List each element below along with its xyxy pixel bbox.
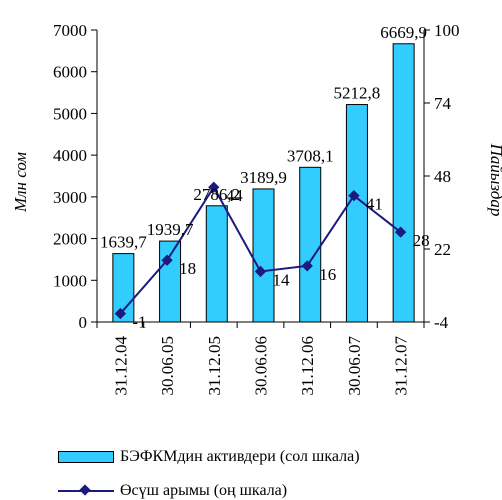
y-left-tick-label: 1000	[53, 271, 87, 290]
y-right-tick-label: 74	[434, 94, 452, 113]
x-tick-label: 31.12.05	[205, 336, 224, 396]
growth-marker-30.06.05	[161, 254, 173, 266]
x-tick-label: 30.06.07	[345, 336, 364, 396]
growth-value-label: 28	[413, 231, 430, 250]
y-left-tick-label: 2000	[53, 230, 87, 249]
y-axis-left-title: Млн сом	[11, 152, 30, 213]
y-right-tick-label: -4	[434, 313, 449, 332]
growth-value-label: 41	[366, 195, 383, 214]
y-right-tick-label: 100	[434, 21, 460, 40]
legend-bar-swatch	[58, 451, 114, 463]
bar-31.12.06	[299, 166, 322, 323]
y-left-tick-label: 7000	[53, 21, 87, 40]
x-tick-label: 31.12.04	[111, 336, 130, 396]
bar-value-label: 5212,8	[334, 84, 381, 103]
legend-line-swatch	[58, 484, 114, 497]
line-layer	[114, 181, 407, 320]
growth-marker-30.06.06	[254, 265, 267, 278]
y-right-tick-label: 22	[434, 240, 451, 259]
x-tick-label: 31.12.07	[392, 336, 411, 396]
y-left-tick-label: 4000	[53, 146, 87, 165]
x-tick-label: 30.06.05	[158, 336, 177, 396]
growth-marker-31.12.06	[301, 260, 313, 272]
legend-bar-entry: БЭФКМдин активдери (сол шкала)	[58, 448, 360, 466]
y-left-tick-label: 6000	[53, 63, 87, 82]
bar-31.12.07	[392, 43, 415, 323]
growth-value-label: -1	[132, 313, 146, 332]
bar-31.12.05	[205, 205, 228, 323]
y-axis-right-title: Пайыздар	[487, 143, 502, 217]
growth-value-label: 44	[226, 186, 244, 205]
x-tick-label: 30.06.06	[252, 336, 271, 396]
legend-line-label: Өсүш арымы (оң шкала)	[120, 482, 288, 499]
growth-value-label: 16	[319, 265, 336, 284]
y-left-tick-label: 3000	[53, 188, 87, 207]
growth-marker-31.12.05	[208, 181, 220, 193]
growth-marker-31.12.07	[394, 226, 407, 238]
y-left-tick-label: 0	[79, 313, 88, 332]
bars-layer	[112, 43, 415, 323]
axes-layer: 0 1000 2000 3000 4000 5000 6000 7000 -4 22 48 74 100…	[53, 21, 460, 396]
bar-30.06.07	[345, 104, 368, 323]
bar-value-label: 1939,7	[147, 220, 194, 239]
bar-value-label: 1639,7	[100, 233, 147, 252]
bar-value-label: 3708,1	[287, 146, 334, 165]
y-left-tick-label: 5000	[53, 104, 87, 123]
bar-value-label: 6669,9	[380, 23, 427, 42]
y-right-tick-label: 48	[434, 167, 451, 186]
legend-line-entry: Өсүш арымы (оң шкала)	[58, 482, 287, 500]
bar-value-label: 2786,2	[193, 185, 240, 204]
bar-30.06.05	[159, 240, 182, 323]
legend-bar-label: БЭФКМдин активдери (сол шкала)	[120, 448, 360, 465]
x-tick-label: 31.12.06	[298, 336, 317, 396]
bar-value-label: 3189,9	[240, 168, 287, 187]
growth-marker-30.06.07	[348, 189, 360, 202]
growth-value-label: 14	[273, 270, 291, 289]
bar-30.06.06	[252, 188, 275, 323]
growth-value-label: 18	[179, 259, 196, 278]
